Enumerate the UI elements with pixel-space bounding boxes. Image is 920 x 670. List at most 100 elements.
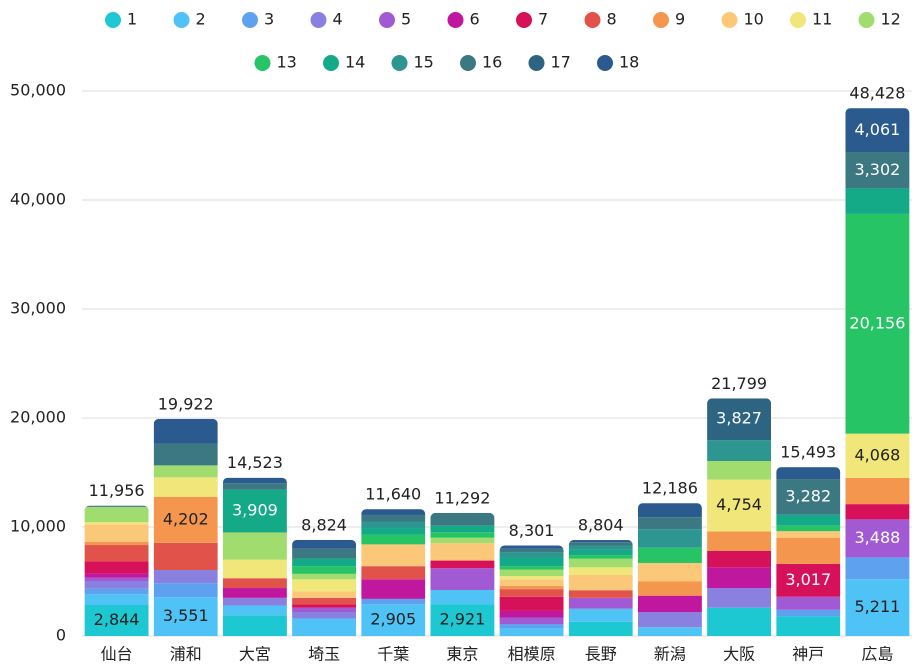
bar-segment — [153, 418, 218, 444]
bar-segment — [499, 557, 564, 567]
legend-marker — [254, 55, 271, 71]
legend-marker — [447, 12, 464, 28]
legend-label: 13 — [277, 53, 297, 72]
bar-segment — [222, 477, 287, 484]
bar-segment — [292, 612, 357, 619]
bar-segment — [430, 568, 495, 590]
bar-segment — [361, 598, 426, 605]
bar-segment — [568, 540, 633, 543]
total-label: 12,186 — [642, 479, 698, 498]
bar-segment — [292, 607, 357, 613]
bar-segment — [84, 541, 149, 546]
bar-stack — [845, 108, 910, 636]
bar-segment — [292, 618, 357, 636]
bar-segment — [222, 532, 287, 560]
bar-segment — [499, 610, 564, 618]
bar-segment — [222, 559, 287, 579]
legend-marker — [323, 55, 339, 71]
legend-label: 12 — [881, 10, 901, 29]
bar-segment — [430, 537, 495, 544]
bar-segment — [84, 524, 149, 542]
bar-segment — [637, 595, 702, 613]
bar-stack — [637, 503, 702, 636]
bar-segment — [776, 531, 841, 538]
legend-label: 8 — [607, 10, 617, 29]
bar-segment — [292, 558, 357, 567]
legend-marker — [653, 12, 669, 28]
bar-stack — [707, 398, 772, 636]
total-label: 21,799 — [711, 374, 767, 393]
bar-segment — [430, 525, 495, 533]
bar-segment — [292, 604, 357, 608]
bar-stack — [153, 418, 218, 636]
data-label: 2,905 — [370, 610, 416, 629]
bar-segment — [568, 558, 633, 568]
legend-marker — [173, 12, 190, 28]
y-tick-label: 40,000 — [10, 190, 66, 209]
legend-marker — [584, 12, 601, 28]
bar-segment — [361, 521, 426, 529]
bar-stack — [361, 509, 426, 636]
bar-segment — [776, 514, 841, 526]
y-tick-label: 0 — [56, 626, 66, 645]
bar-segment — [845, 519, 910, 558]
total-label: 8,824 — [301, 515, 347, 534]
y-tick-label: 50,000 — [10, 81, 66, 100]
bar-segment — [707, 588, 772, 608]
legend-label: 3 — [264, 10, 274, 29]
x-tick-label: 相模原 — [508, 645, 556, 664]
bar-stack — [568, 540, 633, 636]
bar-segment — [845, 433, 910, 478]
x-tick-label: 新潟 — [654, 645, 686, 664]
legend-label: 9 — [675, 10, 685, 29]
bar-segment — [222, 483, 287, 490]
bar-segment — [776, 609, 841, 617]
data-label: 2,921 — [440, 610, 486, 629]
x-tick-label: 長野 — [585, 645, 617, 664]
bar-segment — [153, 443, 218, 466]
bar-segment — [222, 588, 287, 598]
bar-segment — [637, 517, 702, 530]
legend-marker — [858, 12, 875, 28]
legend-label: 17 — [551, 53, 571, 72]
y-tick-label: 20,000 — [10, 408, 66, 427]
bar-segment — [361, 579, 426, 599]
bar-segment — [84, 505, 149, 507]
legend-marker — [460, 55, 476, 71]
bar-segment — [845, 188, 910, 214]
total-label: 11,292 — [434, 488, 490, 507]
total-label: 48,428 — [849, 84, 905, 103]
bar-segment — [499, 579, 564, 586]
bar-segment — [361, 534, 426, 545]
bar-stack — [776, 467, 841, 636]
bar-segment — [637, 581, 702, 596]
bar-stack — [84, 505, 149, 636]
bar-segment — [84, 577, 149, 582]
bar-segment — [430, 512, 495, 526]
bar-segment — [568, 567, 633, 575]
bar-segment — [499, 617, 564, 625]
data-label: 4,202 — [163, 509, 209, 528]
data-label: 2,844 — [94, 610, 140, 629]
bar-segment — [292, 591, 357, 598]
bar-stack — [499, 545, 564, 636]
legend-marker — [242, 12, 258, 28]
legend-label: 4 — [333, 10, 343, 29]
x-tick-label: 浦和 — [170, 645, 202, 664]
bar-segment — [707, 398, 772, 441]
bar-segment — [222, 597, 287, 606]
total-label: 14,523 — [227, 453, 283, 472]
bar-segment — [707, 567, 772, 589]
bar-stack — [430, 512, 495, 636]
bar-segment — [568, 545, 633, 550]
total-label: 11,956 — [89, 481, 145, 500]
legend-marker — [105, 12, 121, 28]
legend-label: 16 — [482, 53, 502, 72]
bar-segment — [499, 552, 564, 558]
bar-segment — [845, 579, 910, 636]
bar-segment — [499, 628, 564, 636]
bar-segment — [361, 514, 426, 522]
legend-marker — [528, 55, 545, 71]
bar-segment — [637, 503, 702, 518]
